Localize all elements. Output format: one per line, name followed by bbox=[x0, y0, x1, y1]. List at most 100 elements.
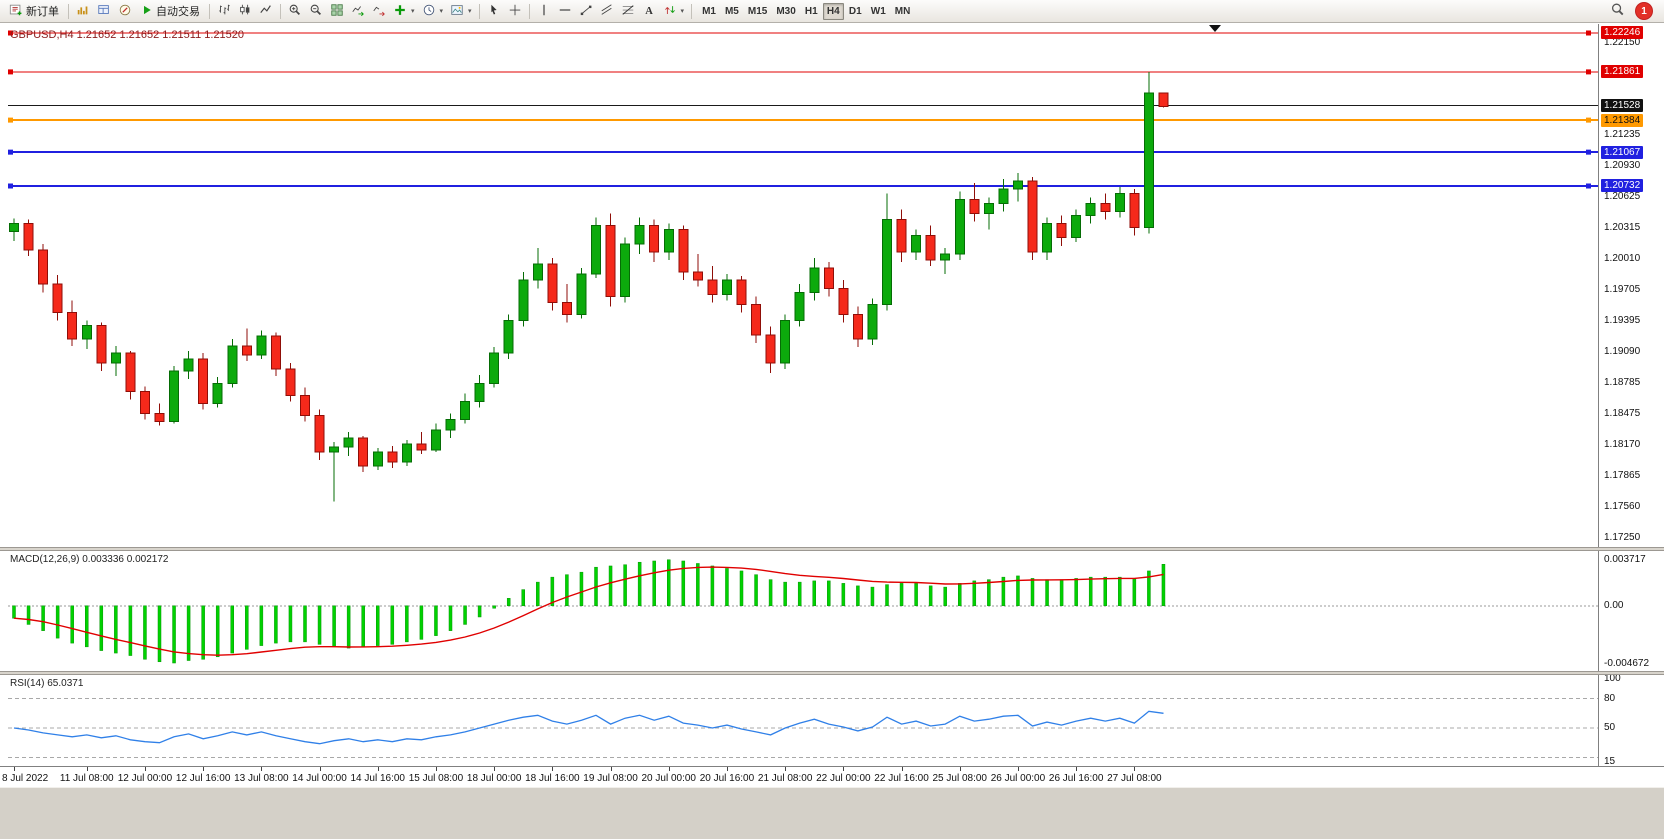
macd-histogram-bar bbox=[667, 559, 671, 607]
pane-splitter[interactable] bbox=[0, 671, 1664, 675]
line-handle[interactable] bbox=[1586, 183, 1591, 189]
search-button[interactable] bbox=[1607, 2, 1628, 21]
time-axis-label: 25 Jul 08:00 bbox=[932, 773, 988, 784]
auto-scroll-button[interactable] bbox=[348, 2, 368, 21]
line-chart-button[interactable] bbox=[256, 2, 276, 21]
line-handle[interactable] bbox=[8, 69, 13, 75]
macd-histogram-bar bbox=[681, 560, 686, 607]
macd-histogram-bar bbox=[376, 605, 380, 646]
rsi-pane[interactable] bbox=[0, 675, 1598, 766]
macd-histogram-bar bbox=[259, 605, 264, 646]
timeframe-w1-button[interactable]: W1 bbox=[867, 3, 890, 20]
tile-windows-button[interactable] bbox=[327, 2, 347, 21]
vertical-line-button[interactable] bbox=[534, 2, 554, 21]
candle bbox=[867, 303, 878, 340]
autotrading-button[interactable]: 自动交易 bbox=[136, 2, 205, 21]
crosshair-icon bbox=[508, 3, 522, 20]
chart-shift-button[interactable] bbox=[369, 2, 389, 21]
arrows-button[interactable]: ▾ bbox=[660, 2, 688, 21]
line-handle[interactable] bbox=[1586, 117, 1591, 123]
text-button[interactable]: A bbox=[639, 2, 659, 21]
candle bbox=[1100, 202, 1111, 212]
time-tick-mark bbox=[1134, 767, 1136, 771]
toolbar-separator bbox=[280, 3, 281, 19]
timeframe-m5-button[interactable]: M5 bbox=[721, 3, 743, 20]
candle bbox=[780, 320, 791, 364]
macd-pane[interactable] bbox=[0, 551, 1598, 671]
time-tick-mark bbox=[668, 767, 670, 771]
zoom-out-button[interactable] bbox=[306, 2, 326, 21]
time-tick-mark bbox=[377, 767, 379, 771]
candle bbox=[358, 437, 369, 467]
candle bbox=[576, 273, 587, 316]
macd-histogram-bar bbox=[303, 605, 307, 643]
price-axis-label: 1.18475 bbox=[1604, 408, 1641, 420]
timeframe-h1-button[interactable]: H1 bbox=[801, 3, 822, 20]
trendline-button[interactable] bbox=[576, 2, 596, 21]
timeframe-m1-button[interactable]: M1 bbox=[698, 3, 720, 20]
fibonacci-button[interactable] bbox=[618, 2, 638, 21]
candlestick-chart-button[interactable] bbox=[235, 2, 255, 21]
time-tick-mark bbox=[901, 767, 903, 771]
line-handle[interactable] bbox=[8, 183, 13, 189]
candle bbox=[430, 429, 441, 451]
price-axis[interactable]: 1.22150 1.21235 1.20930 1.20625 1.20315 1.200… bbox=[1598, 24, 1664, 767]
channel-button[interactable] bbox=[597, 2, 617, 21]
periods-button[interactable]: ▾ bbox=[419, 2, 447, 21]
candle bbox=[983, 202, 994, 214]
macd-histogram-bar bbox=[85, 605, 89, 648]
candle bbox=[1012, 180, 1023, 190]
price-pane[interactable] bbox=[0, 24, 1598, 547]
timeframe-h4-button[interactable]: H4 bbox=[822, 2, 844, 20]
rsi-axis-label: 80 bbox=[1604, 692, 1616, 704]
line-handle[interactable] bbox=[1586, 149, 1591, 155]
time-tick-mark bbox=[726, 767, 728, 771]
time-axis[interactable]: 8 Jul 2022 11 Jul 08:00 12 Jul 00:00 12 Jul… bbox=[0, 766, 1664, 787]
cursor-button[interactable] bbox=[484, 2, 504, 21]
time-axis-label: 19 Jul 08:00 bbox=[583, 773, 638, 784]
notification-badge[interactable]: 1 bbox=[1636, 3, 1652, 19]
zoom-in-button[interactable] bbox=[285, 2, 305, 21]
price-axis-label: 1.18170 bbox=[1604, 438, 1641, 450]
candle bbox=[256, 335, 267, 356]
rsi-value: 65.0371 bbox=[47, 678, 84, 689]
templates-button[interactable]: ▾ bbox=[447, 2, 475, 21]
time-tick-mark bbox=[1017, 767, 1019, 771]
timeframe-d1-button[interactable]: D1 bbox=[845, 3, 866, 20]
time-tick-mark bbox=[203, 767, 205, 771]
candle bbox=[809, 267, 820, 293]
crosshair-button[interactable] bbox=[505, 2, 525, 21]
bar-chart-button[interactable] bbox=[214, 2, 234, 21]
candle bbox=[96, 325, 107, 364]
timeframe-m30-button[interactable]: M30 bbox=[772, 3, 799, 20]
indicators-button[interactable]: ▾ bbox=[390, 2, 418, 21]
macd-axis-label: 0.00 bbox=[1604, 599, 1624, 611]
navigator-button[interactable] bbox=[115, 2, 135, 21]
horizontal-line-button[interactable] bbox=[555, 2, 575, 21]
candle bbox=[503, 320, 514, 354]
time-tick-mark bbox=[261, 767, 263, 771]
horizontal-line-icon bbox=[558, 3, 572, 20]
channel-icon bbox=[600, 3, 614, 20]
candle bbox=[401, 443, 412, 463]
time-tick-mark bbox=[435, 767, 437, 771]
candle bbox=[634, 225, 645, 245]
new-order-button[interactable]: 新订单 bbox=[4, 2, 64, 21]
line-handle[interactable] bbox=[1586, 30, 1591, 36]
market-watch-button[interactable] bbox=[73, 2, 93, 21]
line-handle[interactable] bbox=[1586, 69, 1591, 75]
pane-splitter[interactable] bbox=[0, 547, 1664, 551]
line-handle[interactable] bbox=[8, 30, 13, 36]
time-tick-mark bbox=[843, 767, 845, 771]
line-handle[interactable] bbox=[8, 117, 13, 123]
timeframe-mn-button[interactable]: MN bbox=[891, 3, 915, 20]
data-window-button[interactable] bbox=[94, 2, 114, 21]
line-handle[interactable] bbox=[8, 149, 13, 155]
toolbar-separator bbox=[209, 3, 210, 19]
autotrading-label: 自动交易 bbox=[156, 6, 200, 18]
candle bbox=[169, 370, 180, 423]
candle bbox=[547, 263, 558, 303]
timeframe-m15-button[interactable]: M15 bbox=[744, 3, 771, 20]
macd-histogram-bar bbox=[725, 568, 729, 607]
macd-histogram-bar bbox=[201, 605, 205, 660]
